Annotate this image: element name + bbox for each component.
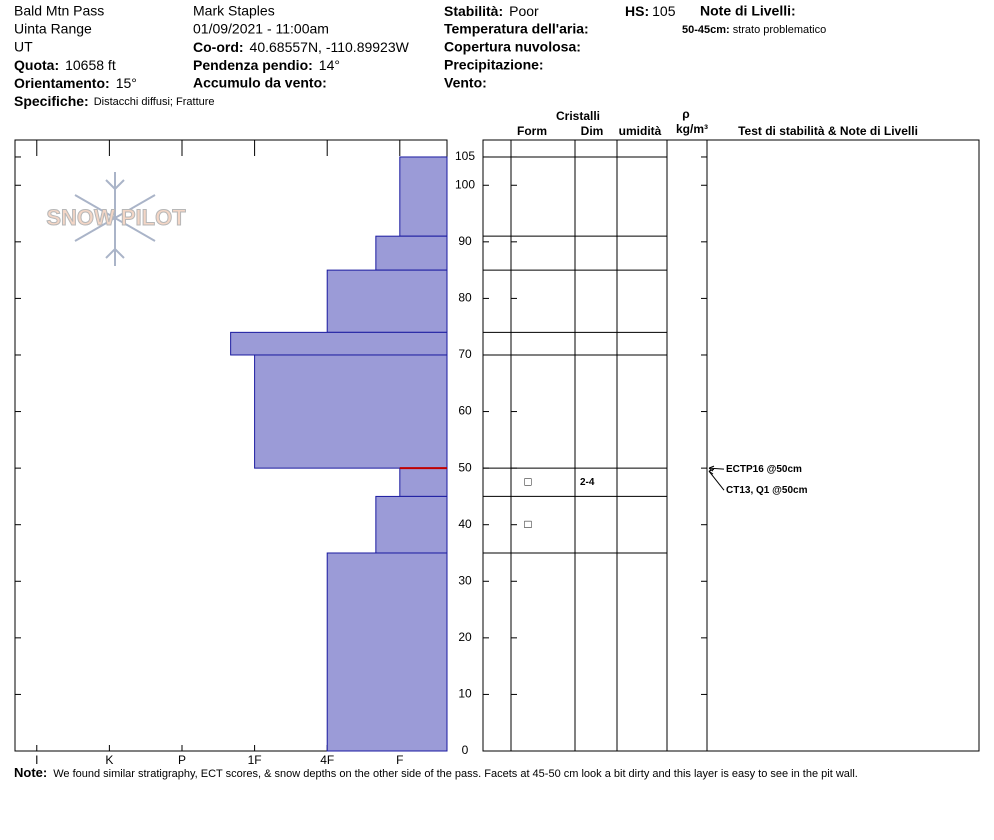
label: Co-ord:	[193, 39, 244, 55]
coord-row: Co-ord: 40.68557N, -110.89923W	[193, 39, 410, 55]
col-header: Test di stabilità & Note di Livelli	[738, 124, 918, 138]
elevation-row: Quota: 10658 ft	[14, 57, 116, 73]
layer-bar	[399, 156, 448, 237]
specifics-row: Specifiche: Distacchi diffusi; Fratture	[14, 93, 215, 109]
col-header: Form	[517, 124, 547, 138]
hs-row: HS: 105	[625, 3, 676, 19]
y-tick-label: 70	[458, 347, 472, 361]
slope-row: Pendenza pendio: 14°	[193, 57, 340, 73]
test-arrow	[708, 467, 725, 470]
label: Orientamento:	[14, 75, 110, 91]
y-tick-label: 0	[462, 743, 469, 757]
location: Bald Mtn Pass	[14, 3, 104, 19]
grain-form: □	[524, 517, 531, 531]
layer-bar	[230, 331, 448, 356]
state: UT	[14, 39, 33, 55]
y-tick-label: 50	[458, 460, 472, 474]
col-header: Dim	[581, 124, 604, 138]
stability-row: Stabilità: Poor	[444, 3, 539, 19]
note-row: Note: We found similar stratigraphy, ECT …	[14, 765, 858, 780]
range: Uinta Range	[14, 21, 92, 37]
air-temp-label: Temperatura dell'aria:	[444, 21, 589, 37]
col-header: kg/m³	[676, 122, 708, 136]
y-tick-label: 80	[458, 291, 472, 305]
wind-loading-label: Accumulo da vento:	[193, 75, 327, 91]
layer-notes-label: Note di Livelli:	[700, 3, 796, 19]
x-tick-label: P	[178, 753, 186, 767]
note: We found similar stratigraphy, ECT score…	[53, 768, 858, 780]
aspect-row: Orientamento: 15°	[14, 75, 137, 91]
y-tick-label: 90	[458, 234, 472, 248]
table-frame	[482, 139, 980, 752]
label: Pendenza pendio:	[193, 57, 313, 73]
y-tick-label: 60	[458, 404, 472, 418]
logo	[74, 172, 156, 266]
x-tick-label: I	[35, 753, 38, 767]
y-tick-label: 10	[458, 687, 472, 701]
grain-form: □	[524, 474, 531, 488]
layer-bar	[375, 495, 448, 554]
observer: Mark Staples	[193, 3, 275, 19]
value: 10658 ft	[65, 57, 116, 73]
layer-bar	[399, 467, 448, 497]
layer-bar	[254, 354, 448, 469]
col-header: ρ	[682, 107, 689, 121]
y-tick-label: 30	[458, 573, 472, 587]
layer-bar	[326, 269, 448, 333]
value: 105	[652, 3, 676, 19]
sky-label: Copertura nuvolosa:	[444, 39, 581, 55]
y-tick-label: 40	[458, 517, 472, 531]
grain-size: 2-4	[580, 477, 595, 488]
note-label: Note:	[14, 765, 47, 780]
note: strato problematico	[733, 24, 827, 36]
y-tick-label: 20	[458, 630, 472, 644]
y-tick-label: 100	[455, 177, 475, 191]
table-columns	[510, 140, 708, 751]
test-arrow	[708, 470, 725, 491]
y-tick-label: 105	[455, 149, 475, 163]
label: Quota:	[14, 57, 59, 73]
value: Distacchi diffusi; Fratture	[94, 96, 215, 108]
precip-label: Precipitazione:	[444, 57, 544, 73]
range: 50-45cm:	[682, 24, 730, 36]
value: 14°	[319, 57, 340, 73]
arrow-head	[708, 468, 715, 475]
col-header: Cristalli	[556, 109, 600, 123]
datetime: 01/09/2021 - 11:00am	[193, 21, 329, 37]
col-header: umidità	[619, 124, 662, 138]
label: Stabilità:	[444, 3, 503, 19]
layer-bar	[375, 235, 448, 271]
arrow-head	[708, 465, 715, 472]
x-tick-label: K	[105, 753, 113, 767]
label: HS:	[625, 3, 649, 19]
test-label: CT13, Q1 @50cm	[726, 485, 808, 496]
layer-note-row: 50-45cm: strato problematico	[682, 24, 826, 36]
value: 40.68557N, -110.89923W	[250, 39, 410, 55]
layer-bar	[326, 552, 448, 752]
label: Specifiche:	[14, 93, 89, 109]
test-label: ECTP16 @50cm	[726, 464, 802, 475]
x-tick-label: 4F	[320, 753, 334, 767]
x-tick-label: F	[396, 753, 403, 767]
wind-label: Vento:	[444, 75, 487, 91]
x-tick-label: 1F	[248, 753, 262, 767]
logo-text: SNOW PILOT	[46, 205, 186, 230]
value: 15°	[116, 75, 137, 91]
value: Poor	[509, 3, 539, 19]
